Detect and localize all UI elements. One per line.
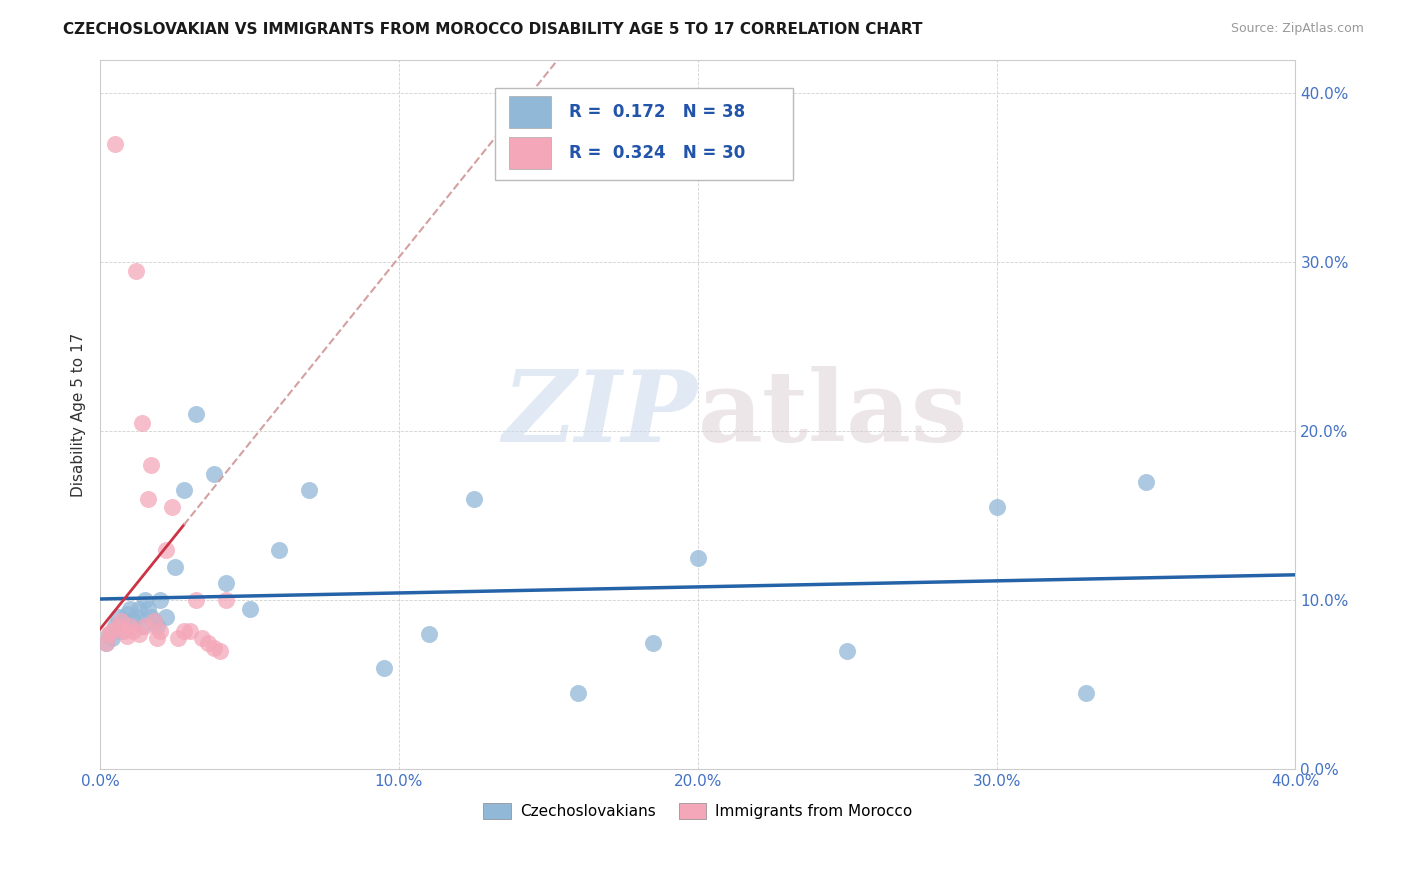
Point xyxy=(202,640,225,655)
Point xyxy=(125,610,148,624)
Point xyxy=(197,635,219,649)
Point xyxy=(146,631,169,645)
Point xyxy=(134,618,156,632)
Point xyxy=(567,686,589,700)
Point xyxy=(112,614,135,628)
Point xyxy=(134,593,156,607)
Point xyxy=(208,644,231,658)
Point xyxy=(166,631,188,645)
Point xyxy=(155,542,177,557)
Text: ZIP: ZIP xyxy=(503,367,697,463)
Point xyxy=(98,627,121,641)
Point xyxy=(131,416,153,430)
Point xyxy=(136,601,159,615)
Point xyxy=(463,491,485,506)
Point xyxy=(94,635,117,649)
Point xyxy=(131,618,153,632)
Point xyxy=(214,576,236,591)
Point xyxy=(101,624,124,638)
Point xyxy=(128,627,150,641)
Point xyxy=(418,627,440,641)
Point xyxy=(94,635,117,649)
Legend: Czechoslovakians, Immigrants from Morocco: Czechoslovakians, Immigrants from Morocc… xyxy=(477,797,918,825)
Point xyxy=(104,618,127,632)
Point xyxy=(122,624,145,638)
Point xyxy=(269,542,291,557)
Point xyxy=(686,551,709,566)
Point xyxy=(986,500,1008,515)
Bar xyxy=(509,137,551,169)
Point xyxy=(184,408,207,422)
Point xyxy=(104,137,127,152)
Point xyxy=(98,627,121,641)
Text: R =  0.324   N = 30: R = 0.324 N = 30 xyxy=(568,145,745,162)
Point xyxy=(122,614,145,628)
Point xyxy=(110,624,132,638)
Point xyxy=(1076,686,1098,700)
Point xyxy=(115,607,138,621)
Point xyxy=(238,601,260,615)
Point xyxy=(118,601,141,615)
Point xyxy=(139,610,162,624)
Point xyxy=(110,614,132,628)
Text: atlas: atlas xyxy=(697,366,969,463)
Text: CZECHOSLOVAKIAN VS IMMIGRANTS FROM MOROCCO DISABILITY AGE 5 TO 17 CORRELATION CH: CZECHOSLOVAKIAN VS IMMIGRANTS FROM MOROC… xyxy=(63,22,922,37)
Point xyxy=(173,483,195,498)
Point xyxy=(149,593,172,607)
Point xyxy=(837,644,859,658)
Point xyxy=(142,614,165,628)
Point xyxy=(139,458,162,472)
Point xyxy=(190,631,212,645)
Point xyxy=(142,614,165,628)
Point xyxy=(155,610,177,624)
Point xyxy=(202,467,225,481)
Point xyxy=(298,483,321,498)
Point xyxy=(149,624,172,638)
Point xyxy=(112,624,135,638)
Point xyxy=(214,593,236,607)
Point xyxy=(107,610,129,624)
Bar xyxy=(509,95,551,128)
Point xyxy=(160,500,183,515)
Point xyxy=(173,624,195,638)
Text: Source: ZipAtlas.com: Source: ZipAtlas.com xyxy=(1230,22,1364,36)
Point xyxy=(146,618,169,632)
Point xyxy=(1135,475,1157,489)
Point xyxy=(125,264,148,278)
Point xyxy=(107,618,129,632)
Point xyxy=(179,624,201,638)
Point xyxy=(641,635,664,649)
Y-axis label: Disability Age 5 to 17: Disability Age 5 to 17 xyxy=(72,333,86,497)
Point xyxy=(101,631,124,645)
Point xyxy=(118,618,141,632)
Point xyxy=(128,601,150,615)
Point xyxy=(136,491,159,506)
Point xyxy=(373,661,395,675)
Point xyxy=(184,593,207,607)
Bar xyxy=(495,88,793,180)
Text: R =  0.172   N = 38: R = 0.172 N = 38 xyxy=(568,103,745,120)
Point xyxy=(163,559,186,574)
Point xyxy=(115,629,138,643)
